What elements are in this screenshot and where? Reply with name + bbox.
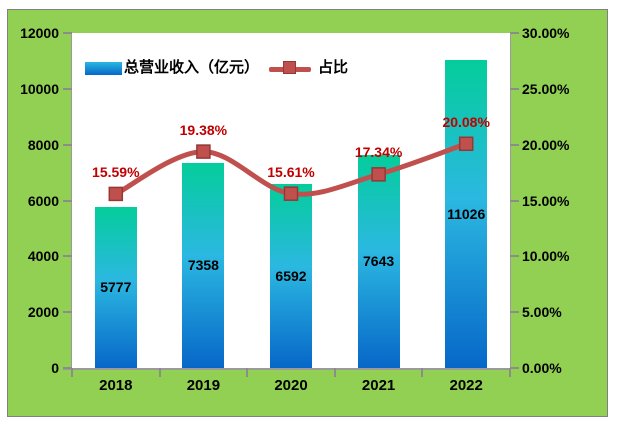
legend-label-revenue: 总营业收入（亿元） (124, 59, 260, 76)
x-axis-tick (71, 368, 73, 377)
y-axis-right-tick-label: 5.00% (522, 304, 562, 321)
x-axis-category-label: 2021 (361, 377, 396, 394)
bar-2019 (182, 162, 225, 368)
bar-value-label: 7358 (187, 257, 219, 274)
x-axis-tick (333, 368, 336, 377)
y-axis-right-tick (510, 311, 519, 314)
bar-2020 (270, 183, 312, 368)
bar-2018 (94, 206, 137, 368)
y-axis-right-tick-label: 30.00% (522, 25, 570, 41)
ratio-value-label: 17.34% (354, 144, 403, 161)
ratio-value-label: 15.59% (92, 163, 140, 180)
y-axis-left-tick-label: 8000 (27, 136, 59, 153)
y-axis-right-tick (510, 143, 519, 146)
y-axis-left-tick (63, 143, 72, 146)
bar-value-label: 7643 (363, 253, 395, 270)
legend-line-marker-icon (283, 61, 296, 74)
x-axis-category-label: 2020 (274, 377, 308, 394)
y-axis-right-tick (510, 32, 519, 34)
y-axis-left-tick-label: 10000 (20, 80, 59, 97)
x-axis-tick (421, 368, 424, 377)
y-axis-right-tick-label: 15.00% (522, 192, 570, 209)
y-axis-right-tick (510, 367, 519, 369)
bar-value-label: 6592 (275, 267, 307, 284)
x-axis-line (63, 368, 511, 370)
y-axis-right-tick-label: 20.00% (522, 136, 570, 153)
x-axis-tick (158, 368, 161, 377)
y-axis-left-tick-label: 4000 (27, 248, 59, 265)
y-axis-left-tick-label: 12000 (20, 25, 59, 41)
y-axis-right-tick-label: 25.00% (522, 80, 570, 97)
x-axis-tick (246, 368, 249, 377)
y-axis-left-tick (63, 311, 72, 314)
y-axis-left-tick (63, 199, 72, 202)
y-axis-left-tick (63, 87, 72, 90)
ratio-value-label: 15.61% (267, 163, 315, 180)
y-axis-right-tick-label: 0.00% (522, 360, 562, 376)
y-axis-right-tick (510, 199, 519, 202)
x-axis-tick (509, 368, 511, 377)
x-axis-category-label: 2022 (449, 377, 483, 394)
y-axis-left-tick-label: 2000 (27, 304, 59, 321)
legend-label-ratio: 占比 (318, 59, 349, 76)
y-axis-left-tick (63, 255, 72, 258)
y-axis-right-tick (510, 255, 519, 258)
y-axis-left-tick (63, 367, 72, 369)
ratio-value-label: 19.38% (179, 121, 228, 138)
y-axis-right-tick-label: 10.00% (522, 248, 570, 265)
y-axis-left-tick-label: 0 (51, 360, 59, 376)
y-axis-right-tick (510, 87, 519, 90)
x-axis-category-label: 2019 (186, 377, 221, 394)
bar-value-label: 5777 (100, 279, 132, 296)
bar-2022 (445, 60, 488, 368)
ratio-value-label: 20.08% (442, 113, 490, 130)
legend-bar-swatch-icon (85, 62, 122, 75)
bar-value-label: 11026 (447, 206, 486, 223)
x-axis-category-label: 2018 (99, 377, 133, 394)
y-axis-left-tick-label: 6000 (27, 192, 59, 209)
y-axis-left-tick (63, 32, 72, 34)
